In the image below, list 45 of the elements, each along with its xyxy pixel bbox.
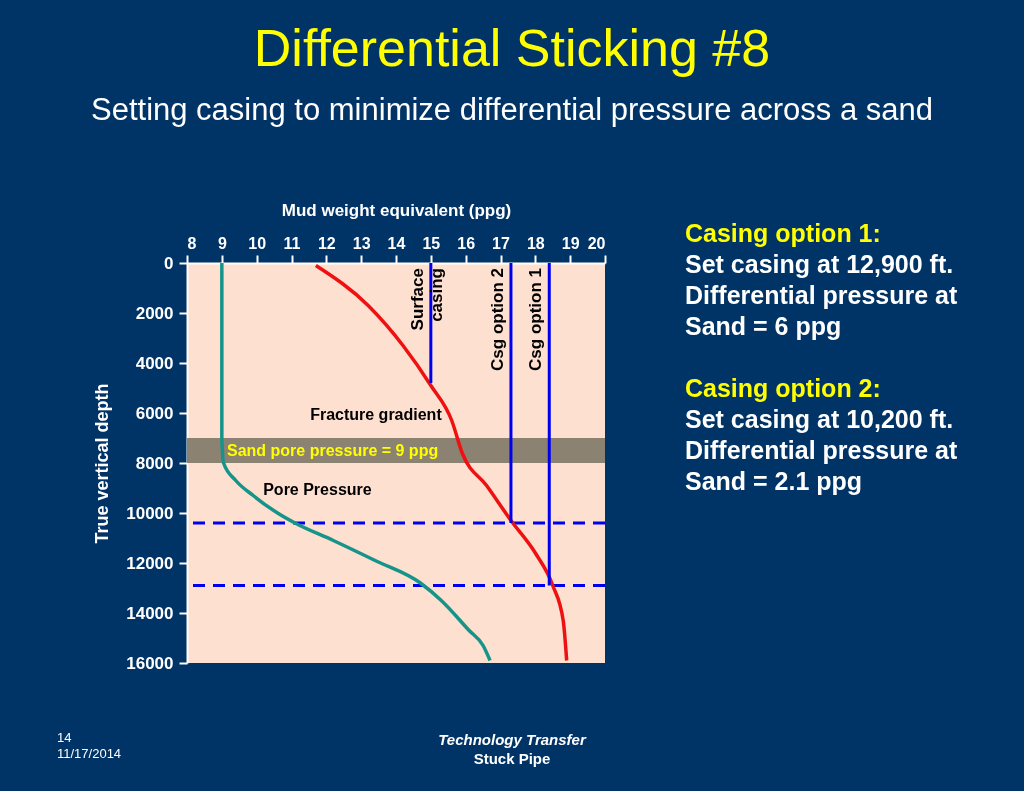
chart-subtitle: Setting casing to minimize differential pressure across a sand — [90, 92, 934, 128]
x-tick-label: 17 — [492, 234, 510, 252]
y-tick-label: 16000 — [126, 653, 174, 673]
y-tick-label: 4000 — [135, 353, 174, 373]
text: 14 — [57, 730, 72, 745]
y-axis-title: True vertical depth — [92, 383, 113, 544]
line-series — [220, 261, 492, 663]
y-tick-label: 10000 — [126, 503, 174, 523]
text: Technology Transfer — [437, 731, 588, 748]
text: Casing option 1: — [685, 218, 882, 249]
text: Set casing at 12,900 ft. — [685, 249, 955, 280]
series-label: Pore Pressure — [263, 480, 372, 498]
text: Csg option 1 — [526, 268, 546, 371]
y-tick-label: 6000 — [135, 403, 174, 423]
x-tick-label: 10 — [248, 234, 267, 252]
x-tick-label: 8 — [187, 234, 197, 252]
text: Stuck Pipe — [472, 750, 552, 767]
x-tick-label: 19 — [561, 234, 580, 252]
x-tick-label: 15 — [422, 234, 441, 252]
series-label: Fracture gradient — [310, 405, 443, 423]
x-tick-label: 20 — [587, 234, 606, 252]
y-tick-label: 12000 — [126, 553, 174, 573]
x-tick-label: 9 — [217, 234, 227, 252]
x-tick-label: 11 — [283, 234, 301, 252]
text: Sand = 2.1 ppg — [685, 466, 864, 497]
text: 11/17/2014 — [57, 746, 122, 761]
text: Set casing at 10,200 ft. — [685, 404, 955, 435]
chart-title: Differential Sticking #8 — [252, 18, 772, 78]
y-tick-label: 8000 — [135, 453, 174, 473]
y-tick-label: 2000 — [135, 303, 174, 323]
text: Surface casing — [407, 268, 446, 331]
y-tick-label: 0 — [164, 253, 174, 273]
text: Differential pressure at — [685, 435, 959, 466]
x-tick-label: 18 — [526, 234, 545, 252]
x-tick-label: 16 — [457, 234, 476, 252]
x-tick-label: 13 — [352, 234, 371, 252]
text: Csg option 2 — [487, 268, 507, 371]
x-tick-label: 14 — [387, 234, 406, 252]
band-label: Sand pore pressure = 9 ppg — [227, 441, 439, 459]
text: Casing option 2: — [685, 373, 882, 404]
x-axis-title: Mud weight equivalent (ppg) — [281, 200, 512, 220]
text: Sand = 6 ppg — [685, 311, 843, 342]
y-tick-label: 14000 — [126, 603, 174, 623]
x-tick-label: 12 — [317, 234, 336, 252]
text: Differential pressure at — [685, 280, 959, 311]
